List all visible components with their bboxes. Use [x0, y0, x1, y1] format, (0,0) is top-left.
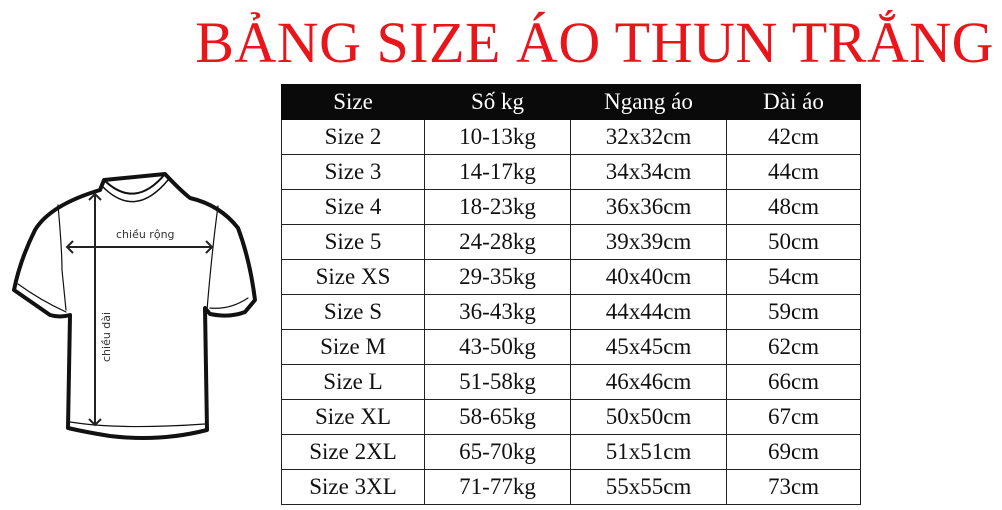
cell-size: Size 5 [281, 224, 425, 260]
cell-length: 62cm [726, 329, 861, 365]
cell-length: 42cm [726, 119, 861, 155]
cell-width: 50x50cm [570, 399, 727, 435]
cell-size: Size 3XL [281, 469, 425, 505]
cell-length: 44cm [726, 154, 861, 190]
cell-length: 50cm [726, 224, 861, 260]
cell-weight: 65-70kg [424, 434, 571, 470]
cell-size: Size M [281, 329, 425, 365]
table-row: Size 4 18-23kg 36x36cm 48cm [281, 189, 861, 225]
cell-length: 67cm [726, 399, 861, 435]
table-row: Size L 51-58kg 46x46cm 66cm [281, 364, 861, 400]
cell-weight: 29-35kg [424, 259, 571, 295]
cell-length: 66cm [726, 364, 861, 400]
cell-length: 69cm [726, 434, 861, 470]
width-label: chiều rộng [116, 228, 175, 241]
cell-weight: 51-58kg [424, 364, 571, 400]
cell-size: Size 4 [281, 189, 425, 225]
table-row: Size XL 58-65kg 50x50cm 67cm [281, 399, 861, 435]
tshirt-diagram: chiều rộng chiều dài [12, 172, 257, 440]
cell-width: 44x44cm [570, 294, 727, 330]
header-width: Ngang áo [570, 84, 727, 120]
cell-width: 45x45cm [570, 329, 727, 365]
cell-length: 54cm [726, 259, 861, 295]
cell-weight: 24-28kg [424, 224, 571, 260]
cell-weight: 14-17kg [424, 154, 571, 190]
cell-weight: 71-77kg [424, 469, 571, 505]
cell-width: 55x55cm [570, 469, 727, 505]
cell-size: Size L [281, 364, 425, 400]
table-header-row: Size Số kg Ngang áo Dài áo [281, 84, 861, 120]
table-row: Size M 43-50kg 45x45cm 62cm [281, 329, 861, 365]
table-row: Size 3 14-17kg 34x34cm 44cm [281, 154, 861, 190]
length-label: chiều dài [100, 312, 113, 362]
header-size: Size [281, 84, 425, 120]
cell-width: 46x46cm [570, 364, 727, 400]
cell-width: 34x34cm [570, 154, 727, 190]
header-weight: Số kg [424, 84, 571, 120]
page-title: BẢNG SIZE ÁO THUN TRẮNG [195, 10, 994, 75]
cell-weight: 58-65kg [424, 399, 571, 435]
cell-size: Size XS [281, 259, 425, 295]
table-row: Size XS 29-35kg 40x40cm 54cm [281, 259, 861, 295]
cell-width: 51x51cm [570, 434, 727, 470]
table-row: Size 5 24-28kg 39x39cm 50cm [281, 224, 861, 260]
cell-weight: 18-23kg [424, 189, 571, 225]
cell-length: 48cm [726, 189, 861, 225]
header-length: Dài áo [726, 84, 861, 120]
cell-weight: 43-50kg [424, 329, 571, 365]
cell-width: 36x36cm [570, 189, 727, 225]
table-row: Size 2 10-13kg 32x32cm 42cm [281, 119, 861, 155]
table-row: Size 2XL 65-70kg 51x51cm 69cm [281, 434, 861, 470]
cell-width: 39x39cm [570, 224, 727, 260]
cell-weight: 10-13kg [424, 119, 571, 155]
cell-length: 59cm [726, 294, 861, 330]
size-table: Size Số kg Ngang áo Dài áo Size 2 10-13kg… [281, 84, 861, 505]
cell-weight: 36-43kg [424, 294, 571, 330]
cell-size: Size S [281, 294, 425, 330]
cell-length: 73cm [726, 469, 861, 505]
cell-size: Size 3 [281, 154, 425, 190]
cell-size: Size XL [281, 399, 425, 435]
table-row: Size S 36-43kg 44x44cm 59cm [281, 294, 861, 330]
cell-size: Size 2 [281, 119, 425, 155]
cell-width: 40x40cm [570, 259, 727, 295]
shirt-outline [12, 172, 257, 440]
table-row: Size 3XL 71-77kg 55x55cm 73cm [281, 469, 861, 505]
cell-size: Size 2XL [281, 434, 425, 470]
cell-width: 32x32cm [570, 119, 727, 155]
